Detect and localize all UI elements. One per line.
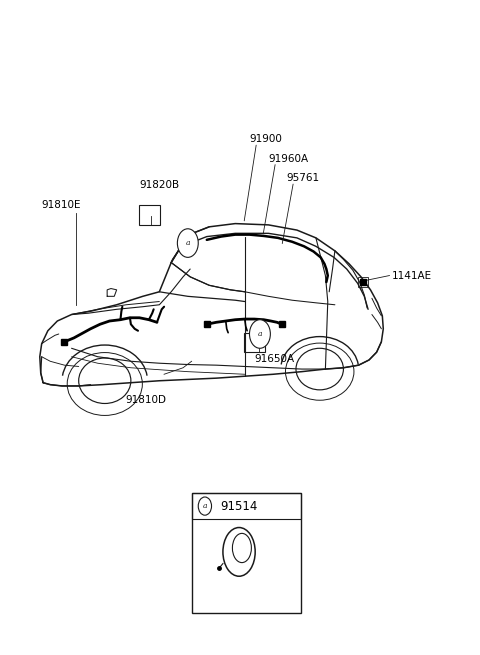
Bar — [244, 333, 264, 352]
Circle shape — [250, 320, 270, 348]
Text: 91960A: 91960A — [268, 154, 309, 164]
Circle shape — [178, 229, 198, 257]
Text: 95761: 95761 — [287, 173, 320, 183]
Text: a: a — [258, 330, 262, 338]
Bar — [192, 493, 301, 613]
Text: 91514: 91514 — [220, 500, 257, 513]
Text: a: a — [203, 502, 207, 510]
Bar — [139, 206, 160, 225]
Circle shape — [198, 497, 212, 515]
Text: 91650A: 91650A — [254, 354, 294, 364]
Text: 1141AE: 1141AE — [392, 271, 432, 280]
Text: 91820B: 91820B — [139, 179, 180, 189]
Bar — [192, 493, 301, 519]
Text: a: a — [186, 239, 190, 247]
Text: 91810D: 91810D — [125, 395, 166, 405]
Text: 91810E: 91810E — [42, 200, 81, 210]
Text: 91900: 91900 — [250, 134, 282, 144]
